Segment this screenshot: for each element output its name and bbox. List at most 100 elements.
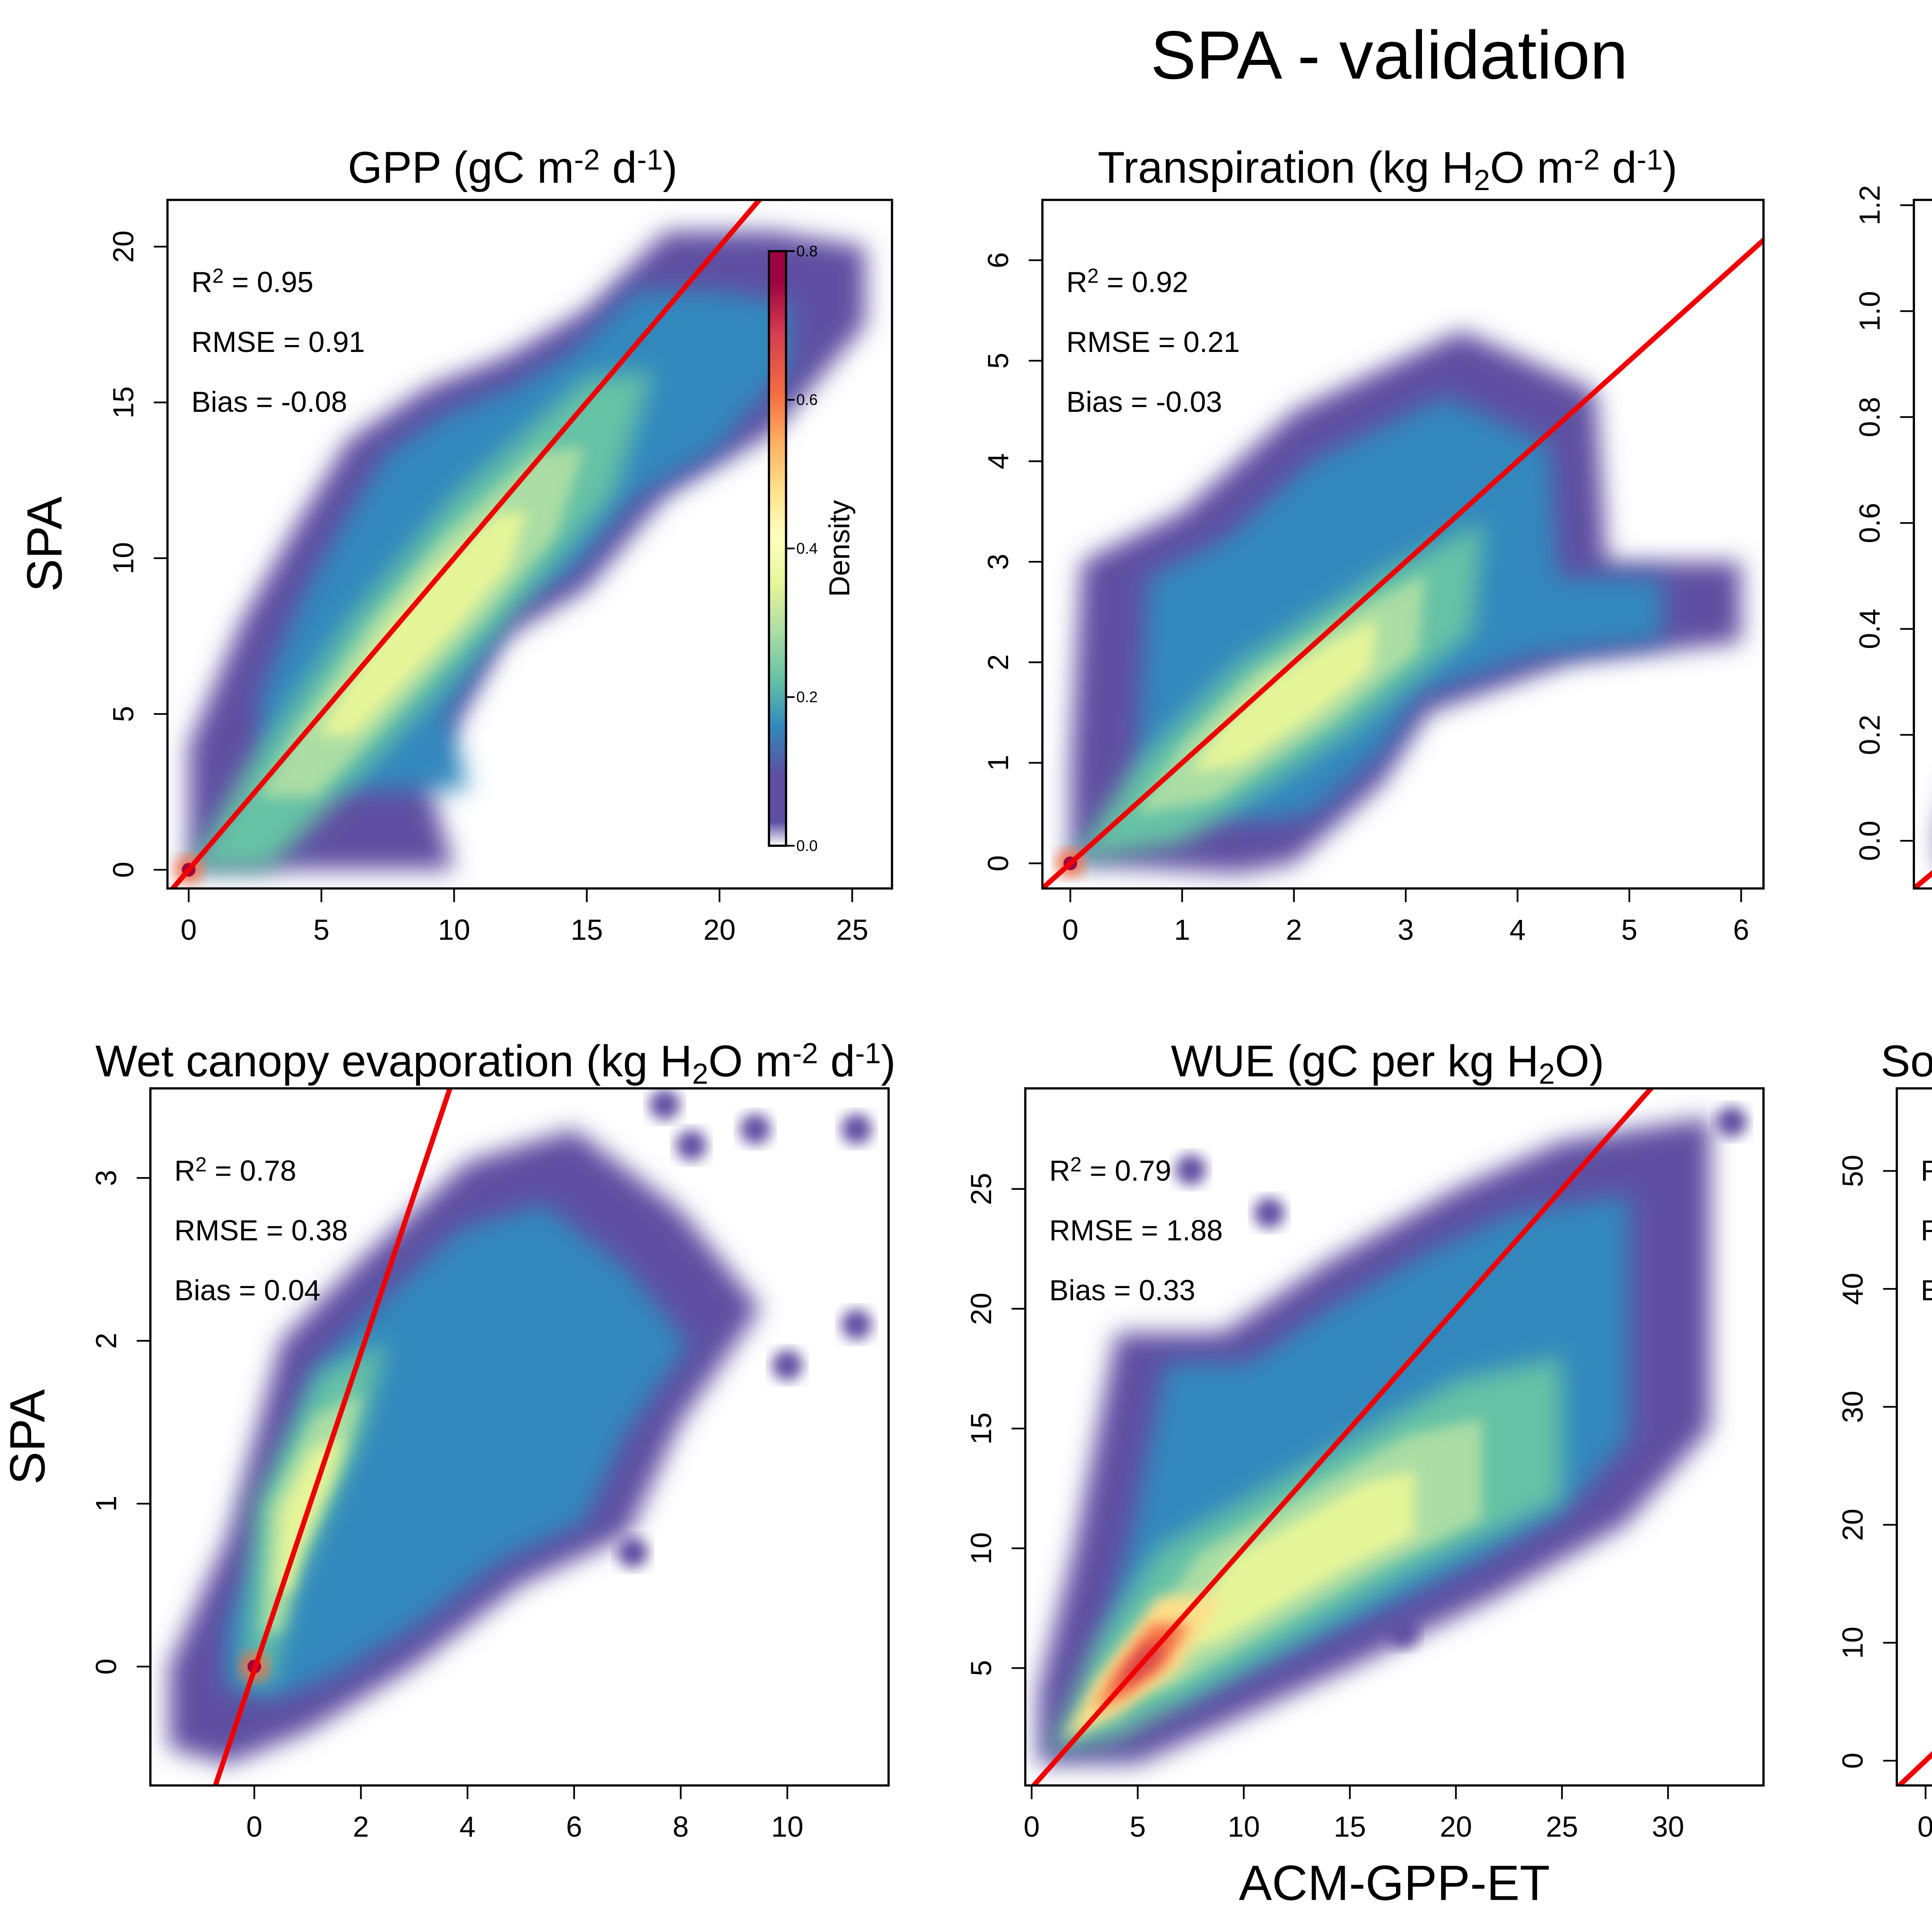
panel-1: GPP (gC m-2 d-1) 0 5 10 15 20 25 0 5 10 15 20 SPA R2 … [17, 143, 893, 946]
y-tick-label: 20 [107, 231, 139, 263]
outlier-point [617, 1537, 648, 1568]
colorbar-tick-label: 0.4 [796, 540, 818, 557]
outlier-point [841, 1309, 872, 1340]
stat-rmse: RMSE = 0.21 [1066, 326, 1240, 358]
outlier-point [676, 1130, 707, 1161]
x-tick-label: 10 [438, 913, 470, 946]
y-tick-label: 40 [1836, 1273, 1869, 1305]
colorbar-tick-label: 0.0 [796, 837, 818, 854]
plot-area [1030, 1088, 1747, 1786]
y-tick-label: 3 [982, 554, 1014, 570]
y-tick-label: 5 [965, 1660, 997, 1676]
outlier-point [1716, 1106, 1747, 1137]
x-tick-label: 25 [1546, 1810, 1578, 1843]
outlier-point [841, 1113, 872, 1145]
plot-frame [166, 199, 893, 890]
plot-area [1042, 236, 1764, 889]
plot-area [1914, 870, 1932, 889]
plot-frame [1895, 1087, 1932, 1787]
x-tick-label: 25 [836, 913, 869, 946]
colorbar-tick-label: 0.6 [796, 391, 818, 408]
y-tick-label: 1.2 [1854, 185, 1886, 226]
one-to-one-line [169, 200, 763, 889]
outlier-point [1253, 1197, 1285, 1229]
x-tick-label: 0 [1917, 1810, 1932, 1843]
stat-rmse: RMSE = 4.18 [1921, 1214, 1932, 1247]
x-tick-label: 2 [1286, 913, 1302, 946]
stat-bias: Bias = 0.04 [174, 1274, 320, 1306]
x-tick-label: 1 [1174, 913, 1190, 946]
y-tick-label: 5 [982, 353, 1014, 369]
outlier-point [1175, 1154, 1206, 1185]
x-tick-label: 0 [1024, 1810, 1040, 1843]
x-tick-label: 8 [673, 1810, 689, 1843]
stat-r2: R2 = 0.78 [174, 1153, 296, 1187]
y-tick-label: 20 [1836, 1509, 1869, 1541]
outlier-point [740, 1113, 771, 1145]
plot-frame [1041, 199, 1765, 890]
stat-r2: R2 = 0.95 [191, 265, 313, 298]
panel-title: Soil moisture (0–10cm; kg H2O m-2) [1881, 1037, 1932, 1090]
density-layer-mid [226, 1204, 689, 1700]
x-tick-label: 0 [1062, 913, 1078, 946]
y-axis-label: SPA [17, 496, 72, 592]
stat-bias: Bias = 1.16 [1921, 1274, 1932, 1306]
x-tick-label: 10 [771, 1810, 804, 1843]
plot-frame [1913, 199, 1932, 890]
stat-r2: R2 = 0.84 [1921, 1153, 1932, 1187]
y-tick-label: 10 [107, 542, 139, 574]
stat-bias: Bias = 0.33 [1049, 1274, 1195, 1306]
y-tick-label: 0 [107, 862, 139, 878]
panel-title: Transpiration (kg H2O m-2 d-1) [1098, 143, 1677, 196]
x-tick-label: 4 [1509, 913, 1526, 946]
x-tick-label: 0 [246, 1810, 262, 1843]
y-tick-label: 2 [982, 654, 1014, 670]
y-tick-label: 0 [90, 1659, 122, 1675]
y-tick-label: 15 [107, 386, 139, 419]
plot-area [1896, 1751, 1932, 1786]
one-to-one-line [1042, 236, 1764, 889]
x-tick-label: 6 [566, 1810, 582, 1843]
colorbar-tick-label: 0.8 [796, 243, 818, 260]
colorbar-tick-label: 0.2 [796, 689, 818, 706]
colorbar-label: Density [823, 500, 855, 597]
y-tick-label: 0 [982, 855, 1014, 872]
x-tick-label: 4 [459, 1810, 476, 1843]
x-tick-label: 20 [703, 913, 736, 946]
y-tick-label: 0.8 [1854, 397, 1886, 437]
shared-x-axis-label: ACM-GPP-ET [1239, 1856, 1550, 1911]
outlier-point [649, 1089, 680, 1120]
panel-5: WUE (gC per kg H2O) 0 5 10 15 20 25 30 5 10 15 20 25… [965, 1037, 1765, 1843]
outlier-point [1387, 1616, 1418, 1648]
figure-title: SPA - validation [1151, 17, 1628, 93]
x-tick-label: 3 [1398, 913, 1414, 946]
density-layer-core-peak [1191, 619, 1378, 773]
plot-area [169, 1088, 872, 1786]
y-tick-label: 0 [1836, 1752, 1869, 1769]
panel-title: GPP (gC m-2 d-1) [348, 143, 678, 192]
panel-3: Soil evaporation (kg H2O m-2 d-1)0.00.20… [1854, 185, 1932, 890]
x-tick-label: 2 [353, 1810, 369, 1843]
plot-frame [149, 1087, 890, 1787]
panel-6: Soil moisture (0–10cm; kg H2O m-2) 0 10 20 3… [1836, 1037, 1932, 1843]
y-tick-label: 3 [90, 1170, 122, 1186]
y-tick-label: 6 [982, 252, 1014, 269]
y-tick-label: 0.4 [1854, 609, 1886, 649]
x-tick-label: 10 [1228, 1810, 1260, 1843]
y-tick-label: 2 [90, 1333, 122, 1349]
stat-bias: Bias = -0.03 [1066, 386, 1222, 418]
stat-rmse: RMSE = 0.38 [174, 1214, 348, 1247]
outlier-point [772, 1350, 803, 1381]
stat-rmse: RMSE = 0.91 [191, 326, 365, 358]
one-to-one-line [1914, 870, 1932, 889]
x-tick-label: 5 [1621, 913, 1638, 946]
panel-4: Wet canopy evaporation (kg H2O m-2 d-1) 0… [0, 1037, 896, 1843]
density-layer-core-peak [318, 511, 527, 736]
y-tick-label: 0.0 [1854, 821, 1886, 861]
panel-2: Transpiration (kg H2O m-2 d-1) 0 1 2 3 4 5 6 0 1 2… [982, 143, 1765, 946]
y-tick-label: 10 [1836, 1627, 1869, 1659]
x-tick-label: 30 [1652, 1810, 1684, 1843]
y-tick-label: 5 [107, 706, 139, 722]
y-tick-label: 4 [982, 453, 1014, 469]
